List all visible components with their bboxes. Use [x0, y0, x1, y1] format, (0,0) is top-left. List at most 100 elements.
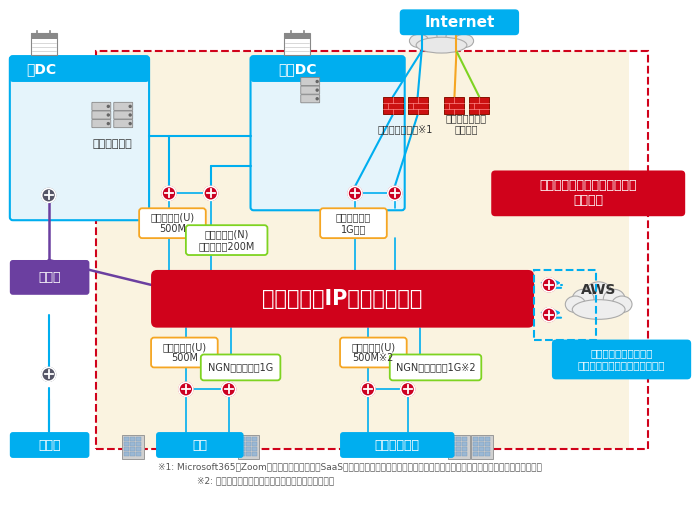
- Bar: [444, 98, 464, 114]
- FancyBboxPatch shape: [151, 270, 534, 327]
- FancyBboxPatch shape: [301, 95, 320, 103]
- Text: AWS: AWS: [581, 283, 616, 297]
- FancyBboxPatch shape: [10, 56, 149, 220]
- FancyBboxPatch shape: [151, 337, 218, 367]
- Bar: [251, 447, 256, 451]
- Circle shape: [107, 105, 109, 107]
- Circle shape: [107, 114, 109, 116]
- Circle shape: [542, 308, 556, 322]
- Text: グループ会社: グループ会社: [374, 439, 420, 452]
- FancyBboxPatch shape: [10, 260, 90, 295]
- Text: オフロード環境※1: オフロード環境※1: [377, 124, 433, 134]
- Bar: [456, 452, 461, 456]
- Bar: [130, 437, 135, 441]
- Text: NGNファミリー1G: NGNファミリー1G: [208, 362, 273, 373]
- FancyBboxPatch shape: [320, 208, 387, 238]
- Bar: [246, 442, 251, 446]
- Circle shape: [316, 80, 319, 83]
- Bar: [239, 447, 244, 451]
- FancyBboxPatch shape: [251, 56, 405, 82]
- Text: 光アクセス(N)
ファミリー200M: 光アクセス(N) ファミリー200M: [199, 229, 255, 251]
- Bar: [130, 452, 135, 456]
- Text: 光アクセス(U)
500M: 光アクセス(U) 500M: [150, 212, 195, 234]
- FancyBboxPatch shape: [301, 77, 320, 86]
- Ellipse shape: [416, 37, 467, 53]
- FancyBboxPatch shape: [390, 354, 482, 380]
- Bar: [122, 435, 144, 459]
- Ellipse shape: [416, 29, 437, 45]
- FancyBboxPatch shape: [139, 208, 206, 238]
- Circle shape: [179, 383, 193, 397]
- Bar: [246, 437, 251, 441]
- Text: 基幹システム: 基幹システム: [92, 139, 132, 148]
- Text: アルテリア・ネットワークス
提供範囲: アルテリア・ネットワークス 提供範囲: [540, 180, 637, 208]
- FancyBboxPatch shape: [114, 119, 133, 128]
- Bar: [407, 98, 428, 114]
- FancyBboxPatch shape: [114, 102, 133, 111]
- Bar: [473, 452, 478, 456]
- FancyBboxPatch shape: [251, 56, 405, 210]
- Bar: [470, 98, 489, 114]
- Bar: [480, 447, 484, 451]
- Bar: [136, 452, 141, 456]
- Circle shape: [388, 186, 402, 200]
- Bar: [124, 447, 130, 451]
- FancyBboxPatch shape: [186, 225, 267, 255]
- Text: クラウド接続サービス
「セキュアクラウドアクセス」: クラウド接続サービス 「セキュアクラウドアクセス」: [578, 349, 665, 370]
- Circle shape: [400, 383, 414, 397]
- Text: 他社網: 他社網: [38, 271, 61, 284]
- Ellipse shape: [454, 34, 474, 48]
- Bar: [451, 437, 456, 441]
- FancyBboxPatch shape: [491, 170, 685, 216]
- Text: 三鷹DC: 三鷹DC: [278, 62, 316, 76]
- FancyBboxPatch shape: [92, 111, 111, 119]
- Bar: [485, 447, 490, 451]
- Bar: [239, 437, 244, 441]
- Circle shape: [130, 114, 131, 116]
- Circle shape: [361, 383, 375, 397]
- Ellipse shape: [566, 296, 585, 312]
- Text: 営業所: 営業所: [38, 439, 61, 452]
- Ellipse shape: [603, 289, 625, 309]
- Bar: [284, 33, 310, 55]
- Bar: [480, 442, 484, 446]
- Bar: [534, 270, 596, 339]
- Bar: [480, 437, 484, 441]
- Ellipse shape: [573, 289, 594, 309]
- Text: 構内アクセス
1G専有: 構内アクセス 1G専有: [336, 212, 371, 234]
- Text: ※1: Microsoft365やZoomなど、負荷が増大するSaaSとの通信を識別し、オフロードさせることで快適なインターネットアクセスを実現: ※1: Microsoft365やZoomなど、負荷が増大するSaaSとの通信を…: [158, 462, 542, 471]
- Circle shape: [316, 89, 319, 91]
- FancyBboxPatch shape: [114, 111, 133, 119]
- FancyBboxPatch shape: [156, 432, 244, 458]
- Bar: [456, 442, 461, 446]
- Bar: [456, 447, 461, 451]
- FancyBboxPatch shape: [10, 56, 149, 82]
- Circle shape: [42, 188, 55, 202]
- Bar: [456, 437, 461, 441]
- Bar: [480, 452, 484, 456]
- Bar: [136, 437, 141, 441]
- Bar: [136, 447, 141, 451]
- Bar: [239, 452, 244, 456]
- FancyBboxPatch shape: [400, 9, 519, 35]
- Ellipse shape: [584, 282, 613, 310]
- Bar: [124, 442, 130, 446]
- Bar: [383, 98, 402, 114]
- Bar: [130, 442, 135, 446]
- FancyBboxPatch shape: [340, 432, 454, 458]
- Bar: [251, 437, 256, 441]
- Text: クローズドIPネットワーク: クローズドIPネットワーク: [262, 289, 422, 309]
- Bar: [97, 51, 629, 449]
- Text: 某DC: 某DC: [27, 62, 57, 76]
- Circle shape: [130, 122, 131, 125]
- Bar: [463, 442, 468, 446]
- Bar: [97, 51, 648, 449]
- Circle shape: [162, 186, 176, 200]
- Bar: [451, 442, 456, 446]
- Ellipse shape: [573, 299, 625, 319]
- Circle shape: [222, 383, 236, 397]
- Bar: [239, 442, 244, 446]
- Bar: [485, 437, 490, 441]
- Text: 本社: 本社: [193, 439, 207, 452]
- Bar: [136, 442, 141, 446]
